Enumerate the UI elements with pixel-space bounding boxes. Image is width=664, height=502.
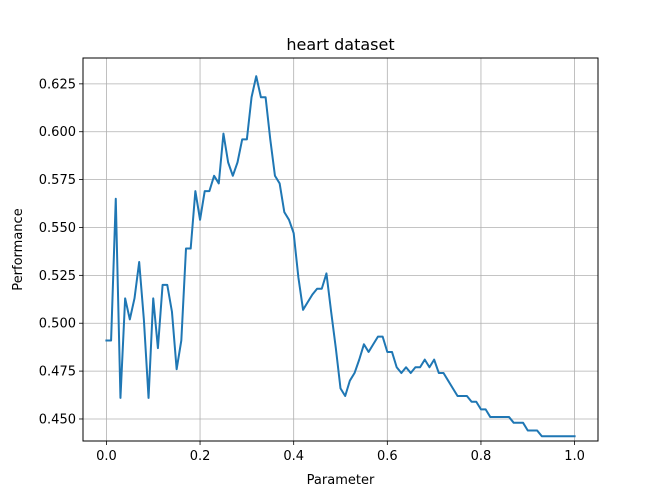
x-tick-label: 0.2: [190, 449, 211, 464]
y-tick-label: 0.525: [39, 269, 76, 284]
series-layer: [105, 75, 576, 438]
chart-title: heart dataset: [286, 35, 394, 54]
grid: [83, 58, 598, 441]
y-tick-label: 0.450: [39, 412, 76, 427]
x-tick-label: 0.8: [471, 449, 492, 464]
y-tick-label: 0.625: [39, 77, 76, 92]
x-axis-label: Parameter: [307, 473, 375, 488]
plot-frame: [82, 57, 599, 442]
y-tick-label: 0.475: [39, 365, 76, 380]
series-line: [105, 75, 576, 438]
y-tick-label: 0.600: [39, 125, 76, 140]
x-tick-label: 0.4: [283, 449, 304, 464]
x-axis-ticks: 0.0 0.2 0.4 0.6 0.8 1.0: [96, 441, 585, 464]
y-tick-label: 0.575: [39, 173, 76, 188]
x-tick-label: 1.0: [564, 449, 585, 464]
y-tick-label: 0.500: [39, 317, 76, 332]
y-tick-label: 0.550: [39, 221, 76, 236]
y-axis-ticks: 0.450 0.475 0.500 0.525 0.550 0.575 0.600 0.625: [39, 77, 83, 427]
y-axis-label: Performance: [11, 208, 26, 290]
x-tick-label: 0.6: [377, 449, 398, 464]
x-tick-label: 0.0: [96, 449, 117, 464]
